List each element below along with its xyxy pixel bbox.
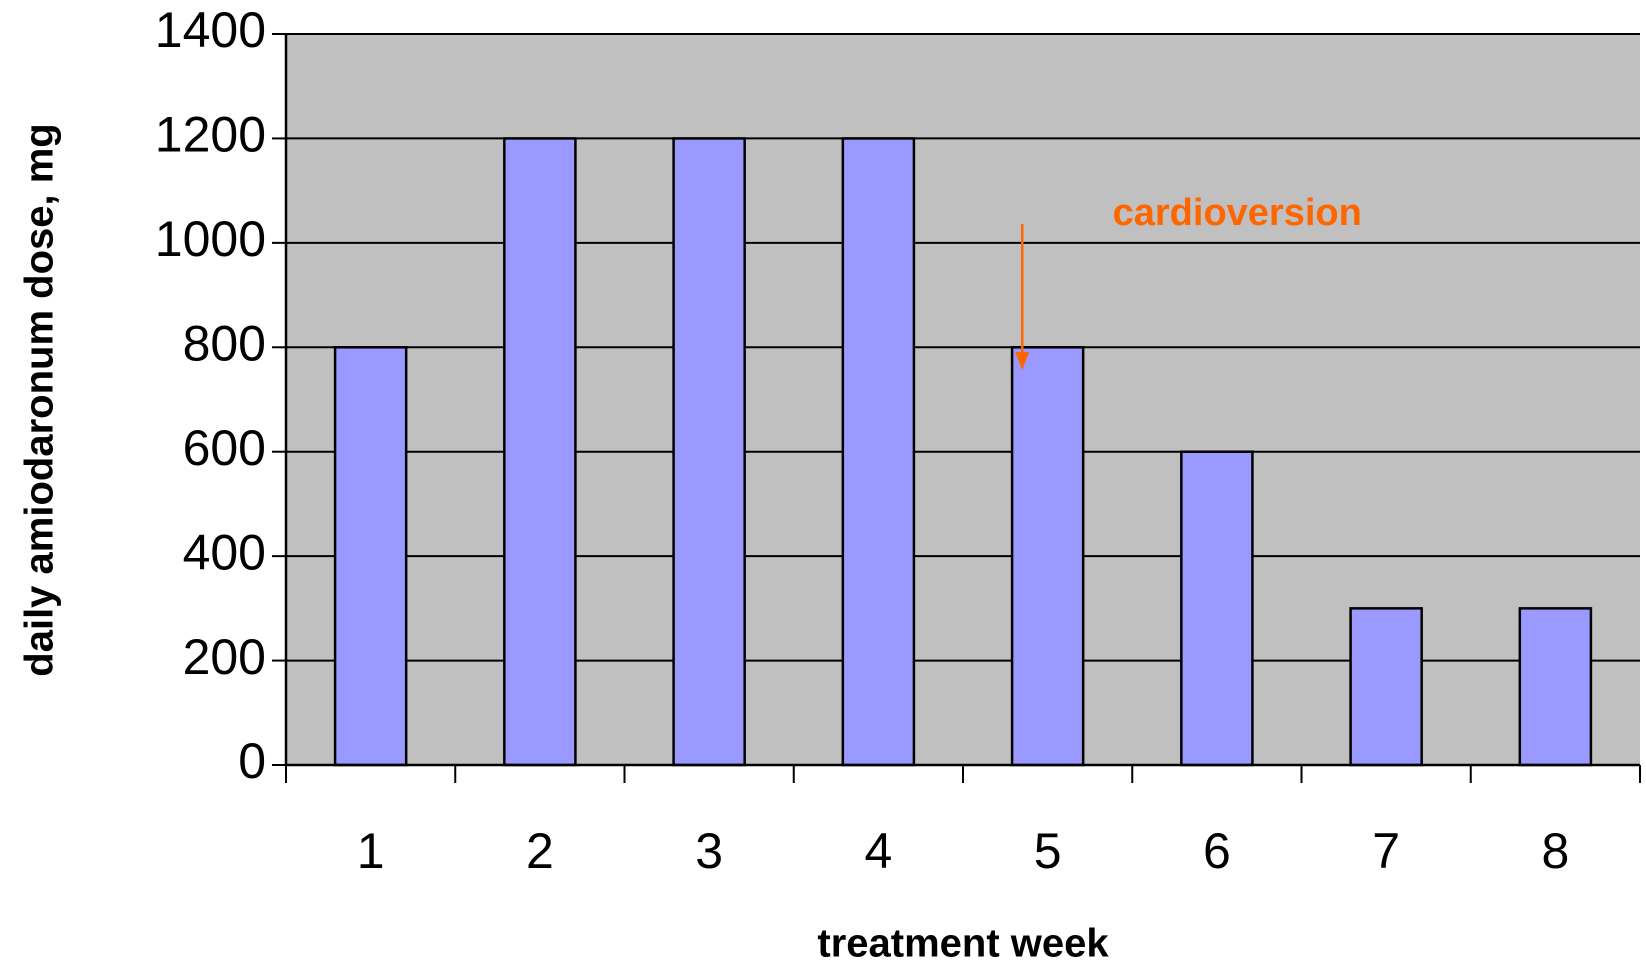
y-axis-title: daily amiodaronum dose, mg	[18, 123, 62, 676]
bar	[1349, 607, 1423, 767]
annotation: cardioversion	[1113, 192, 1362, 234]
bar	[1010, 346, 1085, 767]
x-tick-label: 1	[357, 823, 385, 879]
y-tick-label: 400	[183, 524, 266, 580]
annotation-arrowhead	[1015, 352, 1030, 370]
x-axis-title: treatment week	[817, 922, 1109, 965]
x-tick-label: 4	[864, 823, 892, 879]
y-tick-label: 1200	[155, 107, 266, 163]
bar	[1180, 450, 1254, 767]
x-tick-label: 5	[1034, 823, 1062, 879]
y-tick-label: 0	[238, 733, 266, 789]
bar	[503, 137, 577, 767]
x-tick-label: 8	[1541, 823, 1569, 879]
bar	[841, 137, 916, 767]
x-tick-label: 7	[1372, 823, 1400, 879]
bar	[333, 346, 408, 767]
y-tick-label: 800	[183, 315, 266, 371]
y-tick-label: 200	[183, 629, 266, 685]
plot-area	[286, 34, 1640, 765]
y-tick-label: 600	[183, 420, 266, 476]
x-tick-label: 3	[695, 823, 723, 879]
y-tick-label: 1000	[155, 211, 266, 267]
bar	[1518, 607, 1593, 767]
bar	[672, 137, 746, 767]
x-tick-label: 6	[1203, 823, 1231, 879]
y-tick-label: 1400	[155, 2, 266, 58]
x-tick-label: 2	[526, 823, 554, 879]
